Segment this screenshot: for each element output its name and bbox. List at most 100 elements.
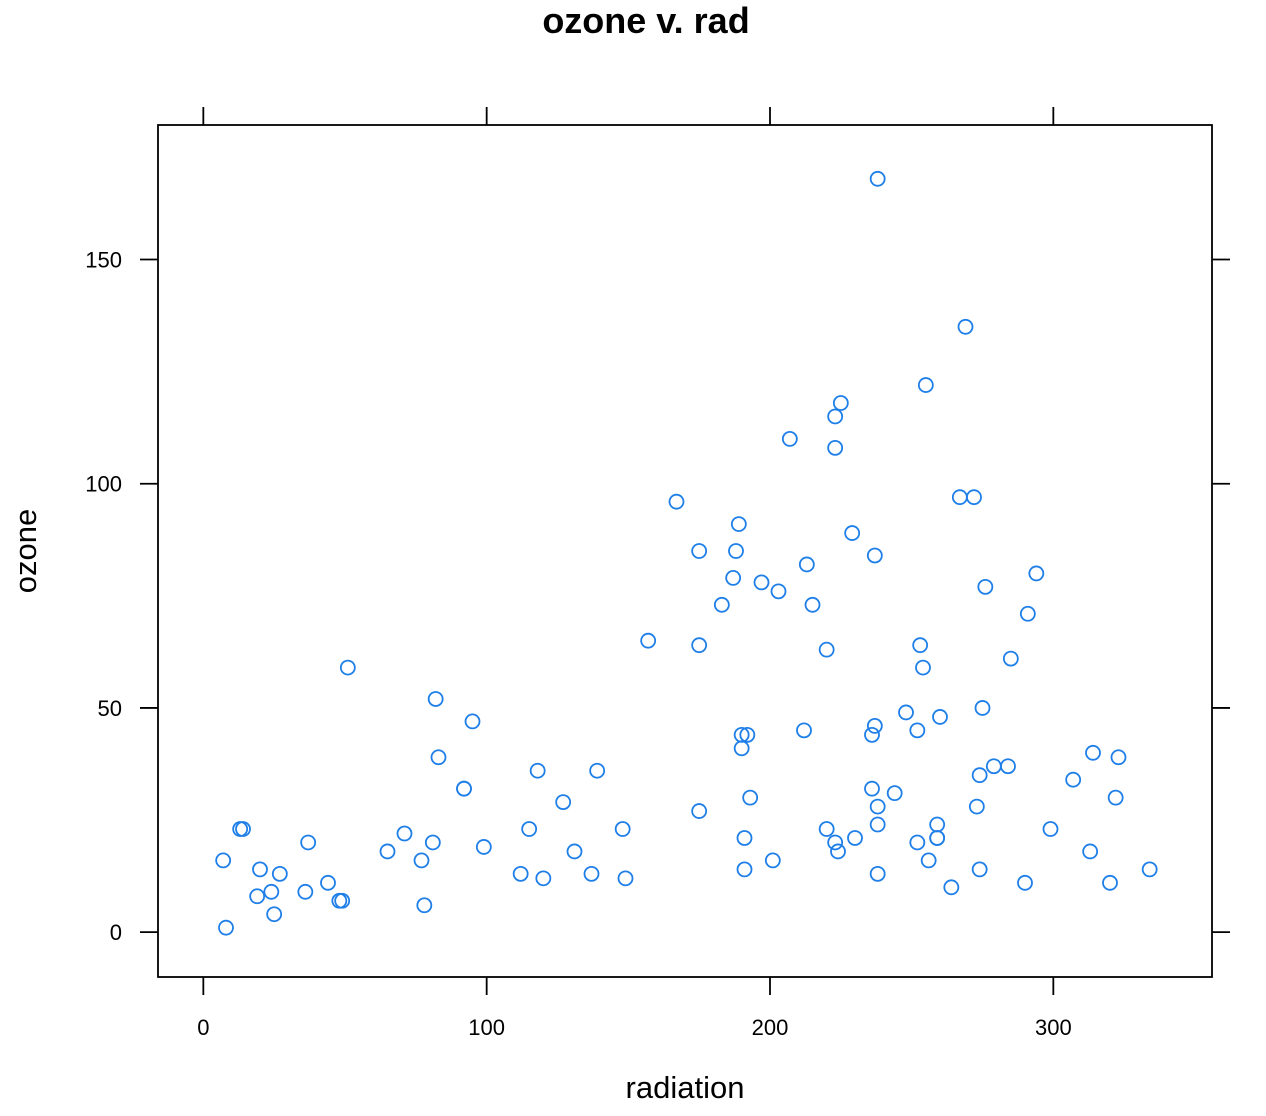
data-point [830, 843, 846, 860]
data-point [668, 493, 685, 510]
data-point [832, 395, 849, 411]
y-axis-label: ozone [8, 509, 43, 593]
data-point [869, 170, 886, 187]
data-point [266, 906, 283, 923]
data-point [864, 726, 880, 743]
data-point [235, 821, 251, 837]
data-point [866, 717, 883, 734]
data-point [971, 861, 988, 878]
data-point [1082, 843, 1099, 860]
data-point [847, 830, 863, 846]
data-point [869, 816, 886, 833]
data-point [713, 596, 730, 613]
data-point [818, 821, 835, 837]
data-point [742, 789, 759, 806]
data-point [869, 865, 886, 882]
data-point [252, 861, 268, 878]
data-point [971, 767, 988, 784]
data-point [844, 525, 861, 541]
data-point [804, 596, 821, 613]
data-point [691, 803, 708, 819]
data-point [929, 816, 946, 833]
data-point [566, 843, 583, 860]
data-point [427, 691, 444, 707]
data-point [818, 641, 835, 658]
data-point [864, 780, 880, 797]
data-point [1107, 789, 1124, 806]
data-point [691, 543, 708, 559]
data-point [379, 843, 396, 860]
data-point [691, 637, 708, 654]
data-point [920, 852, 937, 869]
data-point [764, 852, 781, 869]
data-point [263, 883, 280, 900]
data-point [736, 830, 753, 846]
data-point [589, 762, 606, 779]
data-point [430, 749, 447, 766]
data-point [464, 713, 481, 730]
data-point [334, 892, 351, 909]
data-point [1065, 771, 1082, 788]
data-point [475, 839, 492, 855]
data-points [215, 170, 1158, 936]
data-point [271, 865, 288, 882]
axis-ticks: 0 100 200 300 0 50 100 150 [85, 107, 1230, 1040]
data-point [1085, 744, 1101, 761]
data-point [339, 659, 356, 676]
data-point [456, 780, 472, 797]
data-point [985, 758, 1002, 775]
x-axis-label: radiation [626, 1070, 745, 1105]
data-point [917, 377, 934, 393]
data-point [966, 489, 982, 506]
data-point [781, 430, 798, 447]
data-point [300, 834, 317, 851]
data-point [1000, 758, 1016, 775]
data-point [912, 637, 929, 654]
data-point [1110, 749, 1127, 766]
data-point [943, 879, 960, 896]
data-point [640, 632, 657, 649]
x-tick-label: 300 [1035, 1015, 1072, 1040]
data-point [915, 659, 931, 676]
data-point [827, 834, 844, 851]
chart-title: ozone v. rad [542, 0, 749, 41]
data-point [951, 489, 968, 506]
data-point [869, 798, 886, 815]
data-point [424, 834, 441, 851]
data-point [297, 883, 314, 900]
data-point [512, 865, 529, 882]
data-point [725, 570, 742, 586]
data-point [909, 834, 926, 851]
data-point [827, 439, 844, 456]
plot-frame [157, 124, 1213, 978]
x-tick-label: 100 [468, 1015, 505, 1040]
data-point [249, 888, 266, 905]
y-tick-label: 150 [85, 248, 122, 273]
data-point [730, 516, 747, 532]
data-point [583, 865, 600, 882]
data-point [736, 861, 753, 878]
data-point [733, 740, 750, 757]
data-point [320, 874, 336, 891]
data-point [957, 318, 974, 335]
data-point [798, 556, 815, 573]
data-point [968, 798, 985, 815]
data-point [535, 870, 552, 887]
data-point [1028, 565, 1045, 582]
data-point [739, 726, 756, 743]
data-point [1102, 874, 1118, 891]
x-tick-label: 200 [752, 1015, 789, 1040]
data-point [929, 830, 946, 846]
data-point [1141, 861, 1158, 878]
data-point [529, 762, 546, 779]
data-point [909, 722, 926, 739]
data-point [215, 852, 232, 869]
data-point [617, 870, 634, 887]
data-point [521, 821, 538, 837]
data-point [770, 583, 787, 600]
data-point [932, 709, 948, 725]
data-point [413, 852, 430, 869]
data-point [753, 574, 770, 591]
